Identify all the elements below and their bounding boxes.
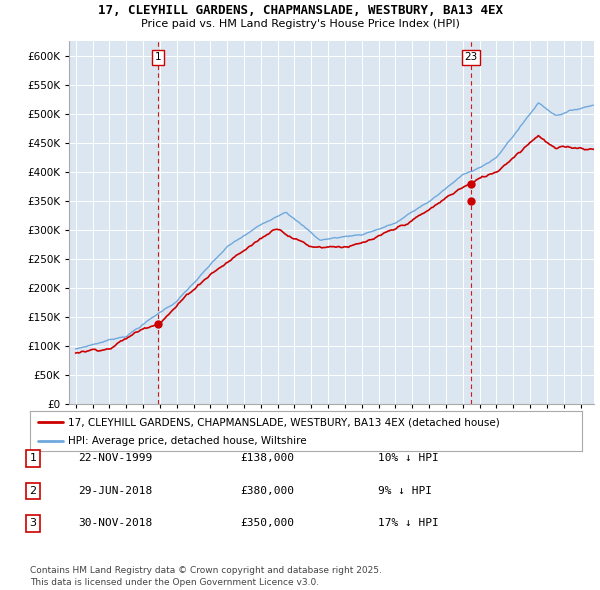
- Text: Contains HM Land Registry data © Crown copyright and database right 2025.
This d: Contains HM Land Registry data © Crown c…: [30, 566, 382, 587]
- Text: 17, CLEYHILL GARDENS, CHAPMANSLADE, WESTBURY, BA13 4EX: 17, CLEYHILL GARDENS, CHAPMANSLADE, WEST…: [97, 4, 503, 17]
- Text: 29-JUN-2018: 29-JUN-2018: [78, 486, 152, 496]
- Text: 23: 23: [464, 52, 478, 62]
- Text: 3: 3: [29, 519, 37, 528]
- Text: 17% ↓ HPI: 17% ↓ HPI: [378, 519, 439, 528]
- Text: Price paid vs. HM Land Registry's House Price Index (HPI): Price paid vs. HM Land Registry's House …: [140, 19, 460, 29]
- Text: 10% ↓ HPI: 10% ↓ HPI: [378, 454, 439, 463]
- Text: 30-NOV-2018: 30-NOV-2018: [78, 519, 152, 528]
- Text: HPI: Average price, detached house, Wiltshire: HPI: Average price, detached house, Wilt…: [68, 437, 306, 446]
- Text: 9% ↓ HPI: 9% ↓ HPI: [378, 486, 432, 496]
- Text: 17, CLEYHILL GARDENS, CHAPMANSLADE, WESTBURY, BA13 4EX (detached house): 17, CLEYHILL GARDENS, CHAPMANSLADE, WEST…: [68, 417, 499, 427]
- Text: 1: 1: [29, 454, 37, 463]
- Text: 2: 2: [29, 486, 37, 496]
- Text: £380,000: £380,000: [240, 486, 294, 496]
- Text: £138,000: £138,000: [240, 454, 294, 463]
- Text: 1: 1: [155, 52, 161, 62]
- Text: £350,000: £350,000: [240, 519, 294, 528]
- Text: 22-NOV-1999: 22-NOV-1999: [78, 454, 152, 463]
